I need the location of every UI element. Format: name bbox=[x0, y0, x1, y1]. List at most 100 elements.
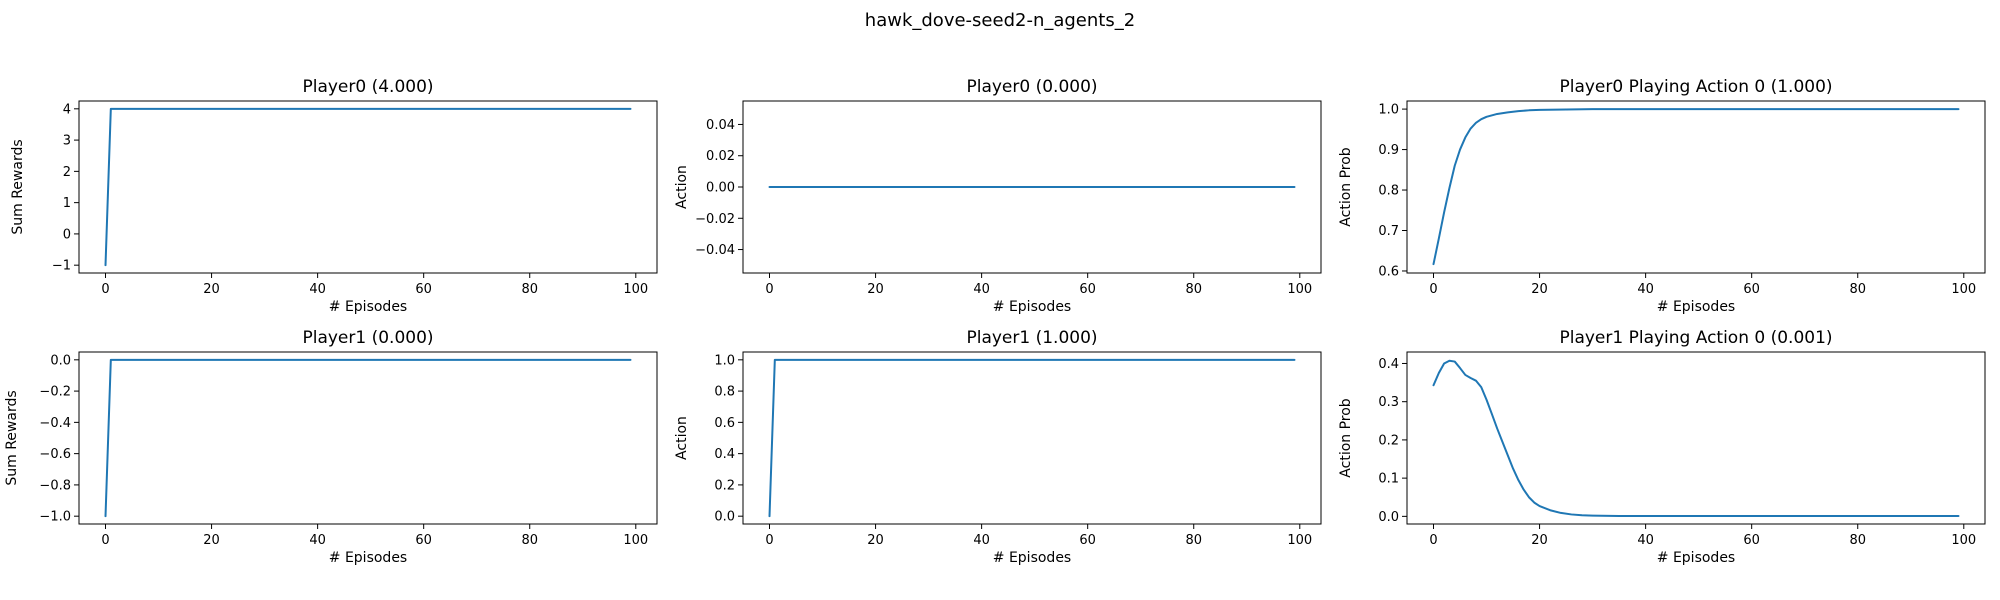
y-tick-label: 0 bbox=[63, 227, 71, 242]
x-tick-label: 100 bbox=[623, 533, 648, 548]
y-tick-label: 0.6 bbox=[1378, 264, 1399, 279]
y-tick-label: 1.0 bbox=[1378, 103, 1399, 118]
y-axis-label: Action bbox=[674, 416, 690, 460]
x-tick-label: 100 bbox=[1287, 282, 1312, 297]
x-tick-label: 20 bbox=[203, 533, 220, 548]
x-tick-label: 100 bbox=[623, 282, 648, 297]
x-tick-label: 0 bbox=[765, 533, 773, 548]
x-tick-label: 100 bbox=[1951, 533, 1976, 548]
y-tick-label: 2 bbox=[63, 165, 71, 180]
x-tick-label: 20 bbox=[1531, 533, 1548, 548]
x-tick-label: 60 bbox=[1743, 533, 1760, 548]
x-tick-label: 80 bbox=[1185, 282, 1202, 297]
plot-frame bbox=[742, 351, 1322, 525]
y-tick-label: 3 bbox=[63, 134, 71, 149]
x-tick-label: 40 bbox=[309, 533, 326, 548]
y-tick-label: 1.0 bbox=[714, 353, 735, 368]
x-tick-label: 80 bbox=[1849, 533, 1866, 548]
y-axis-label: Action bbox=[674, 165, 690, 209]
subplot-title: Player1 Playing Action 0 (0.001) bbox=[1559, 328, 1832, 348]
x-tick-label: 60 bbox=[415, 282, 432, 297]
y-tick-label: −1 bbox=[52, 259, 71, 274]
figure-title: hawk_dove-seed2-n_agents_2 bbox=[865, 10, 1135, 31]
y-tick-label: 0.6 bbox=[714, 416, 735, 431]
y-tick-label: 0.7 bbox=[1378, 224, 1399, 239]
plot-frame bbox=[1406, 351, 1986, 525]
x-tick-label: 40 bbox=[973, 282, 990, 297]
y-tick-label: 0.2 bbox=[1378, 433, 1399, 448]
series-line bbox=[104, 358, 632, 518]
y-tick-label: 0.2 bbox=[714, 478, 735, 493]
y-tick-label: 0.8 bbox=[1378, 184, 1399, 199]
x-tick-label: 40 bbox=[1637, 282, 1654, 297]
x-tick-label: 40 bbox=[309, 282, 326, 297]
y-axis-label: Action Prob bbox=[1338, 398, 1354, 478]
x-axis-label: # Episodes bbox=[1657, 550, 1735, 566]
y-tick-label: −0.8 bbox=[39, 478, 71, 493]
series-line bbox=[1432, 108, 1960, 266]
y-axis-label: Sum Rewards bbox=[10, 139, 26, 234]
y-tick-label: 0.8 bbox=[714, 385, 735, 400]
y-tick-label: 0.00 bbox=[706, 181, 735, 196]
subplot-title: Player0 Playing Action 0 (1.000) bbox=[1559, 77, 1832, 97]
subplot-p0-prob: Player0 Playing Action 0 (1.000) 0 20 40 60 8… bbox=[1338, 77, 1986, 315]
y-tick-label: −0.2 bbox=[39, 385, 71, 400]
x-tick-label: 20 bbox=[867, 282, 884, 297]
y-tick-label: −0.02 bbox=[695, 212, 735, 227]
x-tick-label: 20 bbox=[1531, 282, 1548, 297]
x-axis-label: # Episodes bbox=[329, 550, 407, 566]
plot-frame bbox=[1406, 100, 1986, 274]
subplot-title: Player1 (0.000) bbox=[302, 328, 433, 348]
subplot-p0-rewards: Player0 (4.000) 0 20 40 60 80 100 −1 0 1 2 3 4 # Epis… bbox=[10, 77, 658, 315]
y-axis-label: Sum Rewards bbox=[4, 390, 20, 485]
x-tick-label: 80 bbox=[1185, 533, 1202, 548]
subplot-p0-action: Player0 (0.000) 0 20 40 60 80 100 −0.04 −0.02 0.0… bbox=[674, 77, 1322, 315]
x-tick-label: 60 bbox=[415, 533, 432, 548]
y-axis-label: Action Prob bbox=[1338, 147, 1354, 227]
x-tick-label: 40 bbox=[973, 533, 990, 548]
x-tick-label: 80 bbox=[521, 533, 538, 548]
y-tick-label: 0.4 bbox=[714, 447, 735, 462]
subplot-p1-prob: Player1 Playing Action 0 (0.001) 0 20 40 60 8… bbox=[1338, 328, 1986, 566]
y-tick-label: 0.0 bbox=[50, 353, 71, 368]
x-tick-label: 0 bbox=[765, 282, 773, 297]
subplot-title: Player0 (0.000) bbox=[966, 77, 1097, 97]
y-tick-label: 0.02 bbox=[706, 149, 735, 164]
y-tick-label: 0.1 bbox=[1378, 472, 1399, 487]
y-tick-label: 0.0 bbox=[1378, 510, 1399, 525]
y-tick-label: 1 bbox=[63, 196, 71, 211]
x-tick-label: 0 bbox=[1429, 533, 1437, 548]
y-tick-label: 0.4 bbox=[1378, 357, 1399, 372]
x-tick-label: 80 bbox=[521, 282, 538, 297]
subplot-p1-action: Player1 (1.000) 0 20 40 60 80 100 0.0 0.2 0.4 0.6 0… bbox=[674, 328, 1322, 566]
y-tick-label: −0.6 bbox=[39, 447, 71, 462]
series-line bbox=[768, 358, 1296, 518]
x-tick-label: 80 bbox=[1849, 282, 1866, 297]
x-axis-label: # Episodes bbox=[329, 299, 407, 315]
x-tick-label: 0 bbox=[1429, 282, 1437, 297]
x-tick-label: 20 bbox=[203, 282, 220, 297]
series-line bbox=[1432, 359, 1960, 517]
plot-frame bbox=[78, 100, 658, 274]
x-tick-label: 60 bbox=[1079, 533, 1096, 548]
x-axis-label: # Episodes bbox=[993, 550, 1071, 566]
y-tick-label: −0.04 bbox=[695, 243, 735, 258]
y-tick-label: 0.3 bbox=[1378, 395, 1399, 410]
x-tick-label: 0 bbox=[101, 533, 109, 548]
x-tick-label: 100 bbox=[1951, 282, 1976, 297]
subplot-grid: Player0 (4.000) 0 20 40 60 80 100 −1 0 1 2 3 4 # Epis… bbox=[4, 77, 1986, 566]
y-tick-label: 4 bbox=[63, 102, 71, 117]
x-axis-label: # Episodes bbox=[993, 299, 1071, 315]
series-line bbox=[104, 107, 632, 267]
plot-frame bbox=[78, 351, 658, 525]
y-tick-label: 0.04 bbox=[706, 118, 735, 133]
y-tick-label: −0.4 bbox=[39, 416, 71, 431]
x-axis-label: # Episodes bbox=[1657, 299, 1735, 315]
x-tick-label: 100 bbox=[1287, 533, 1312, 548]
subplot-p1-rewards: Player1 (0.000) 0 20 40 60 80 100 −1.0 −0.8 −0.6 −… bbox=[4, 328, 658, 566]
y-tick-label: 0.0 bbox=[714, 510, 735, 525]
x-tick-label: 0 bbox=[101, 282, 109, 297]
x-tick-label: 60 bbox=[1743, 282, 1760, 297]
